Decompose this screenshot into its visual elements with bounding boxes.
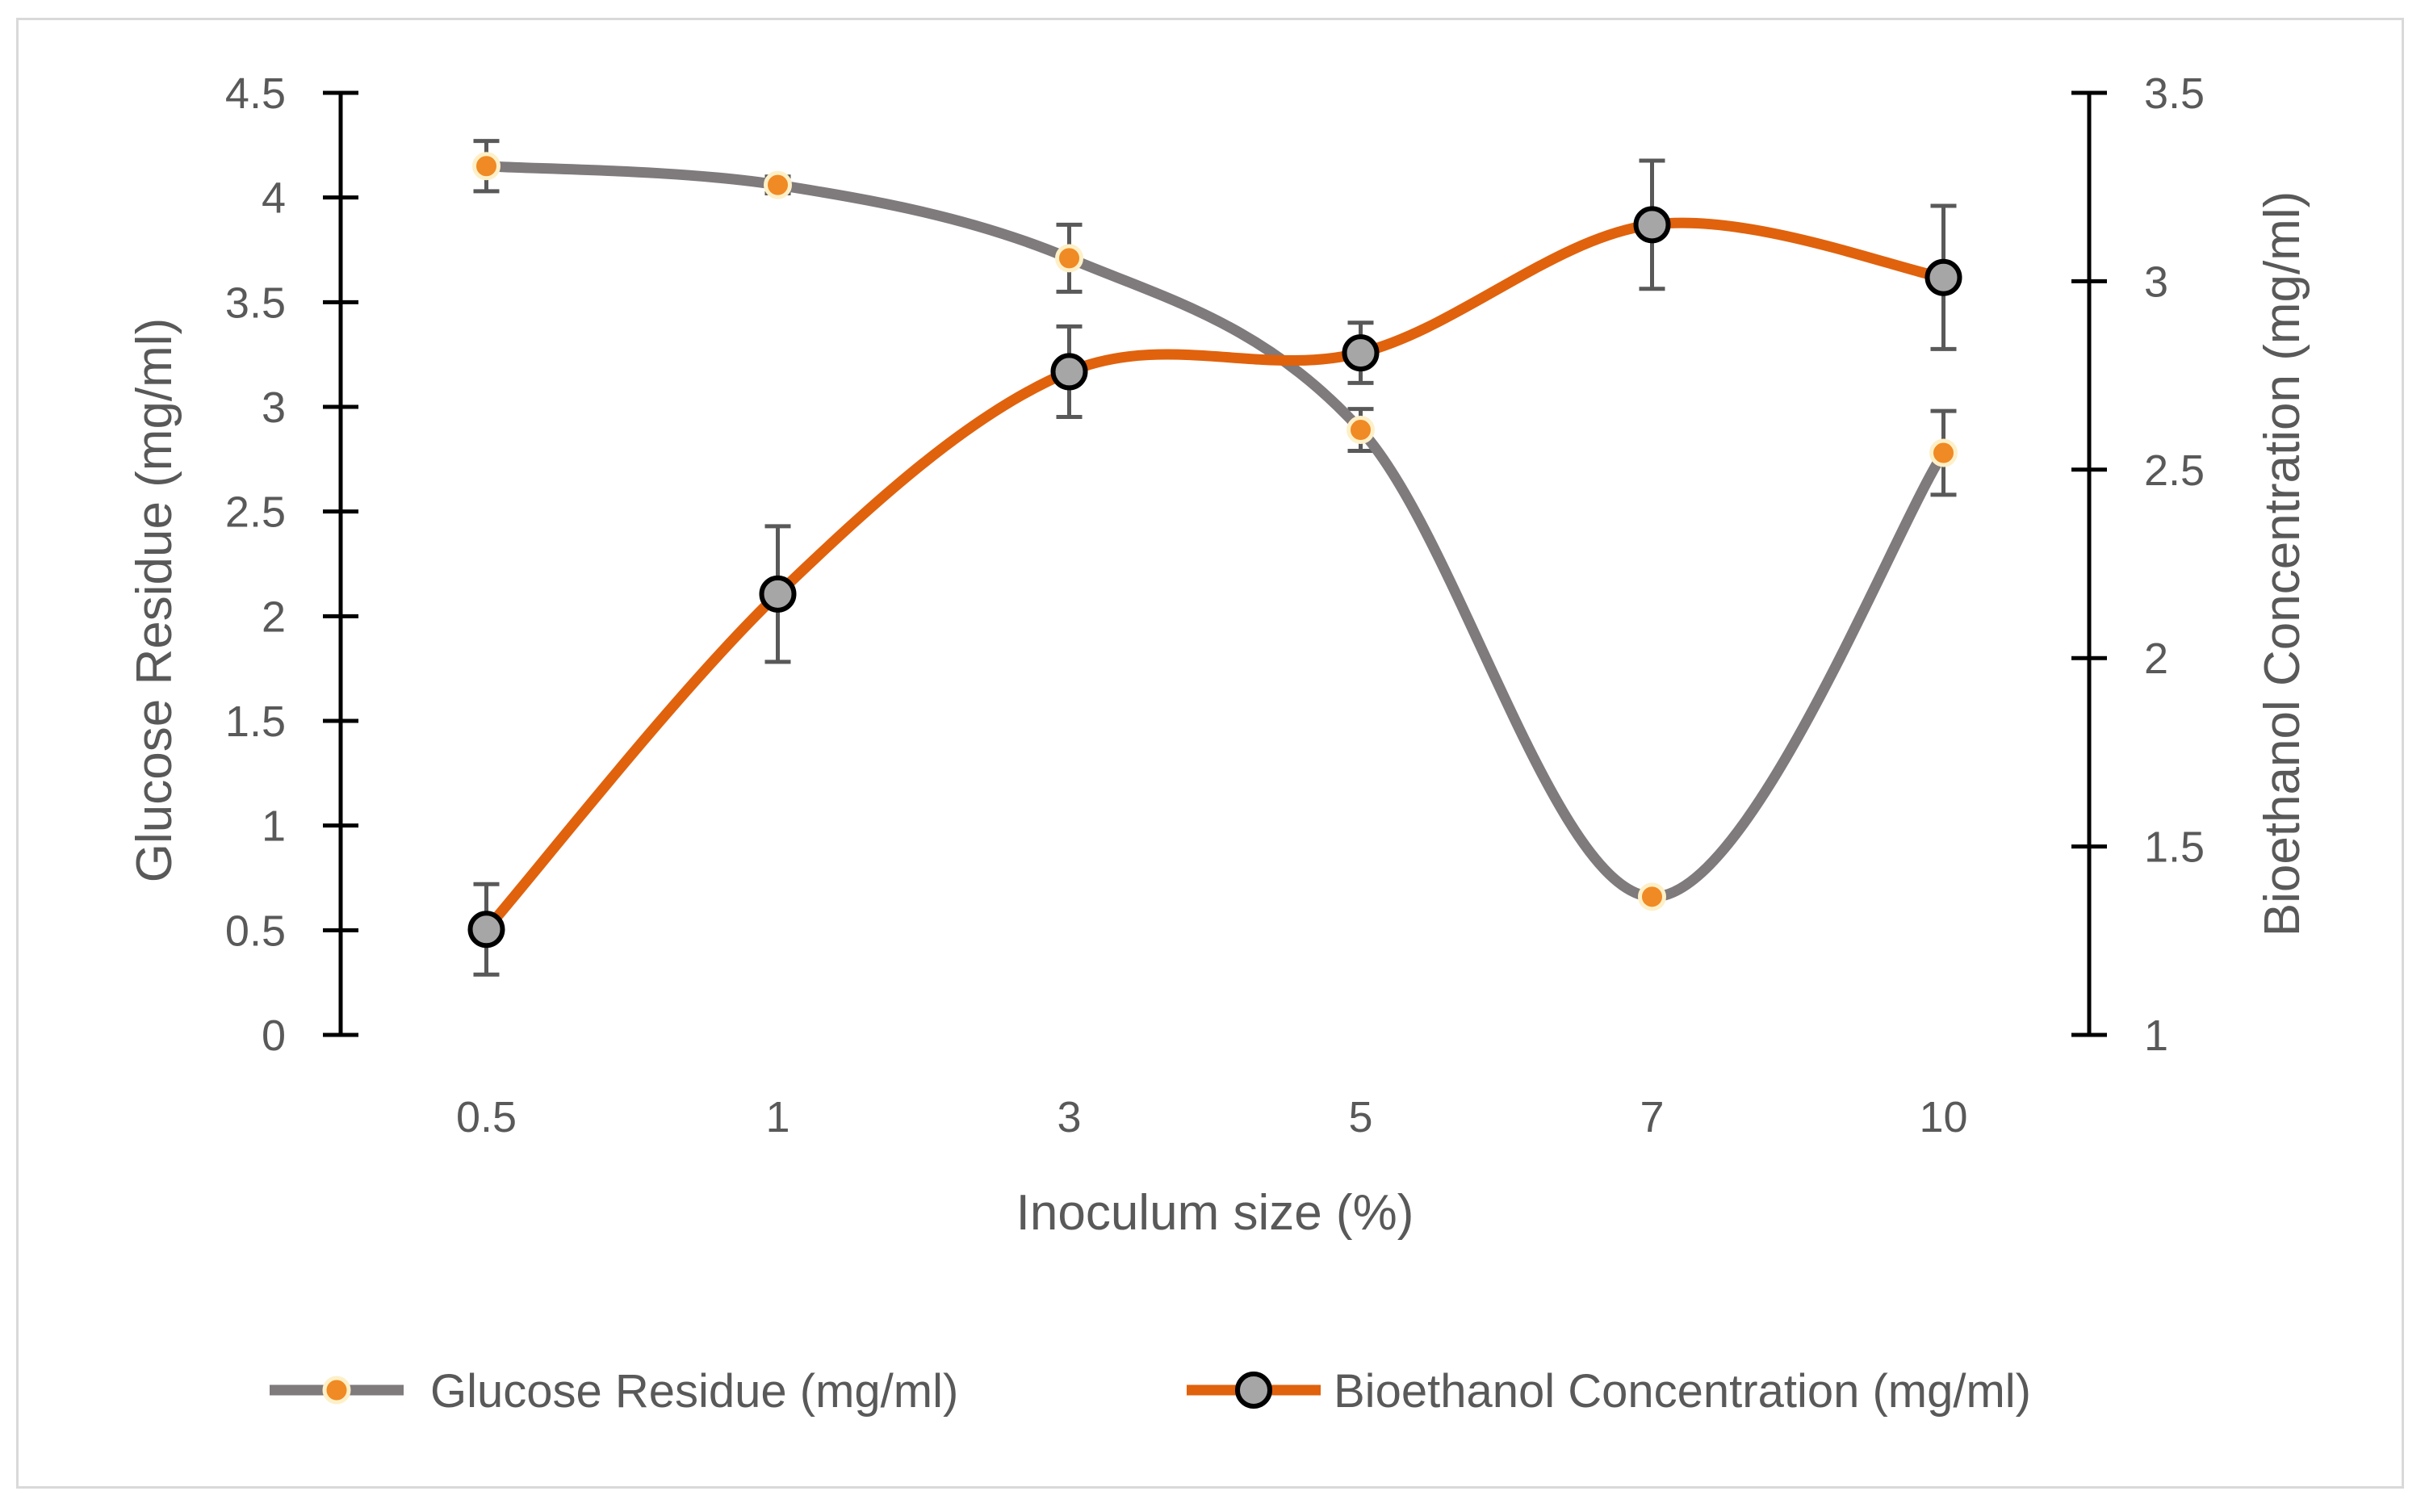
data-point-bioethanol xyxy=(1633,206,1671,244)
data-point-bioethanol xyxy=(1050,353,1088,391)
left-tick-label: 2 xyxy=(262,593,286,641)
legend: Glucose Residue (mg/ml) Bioethanol Conce… xyxy=(270,1365,2031,1418)
right-axis-title: Bioethanol Concentration (mg/ml) xyxy=(2255,191,2310,937)
data-point-glucose xyxy=(1929,438,1958,467)
left-axis-title: Glucose Residue (mg/ml) xyxy=(127,318,182,882)
data-point-bioethanol xyxy=(1342,334,1380,372)
left-tick-label: 3 xyxy=(262,383,286,432)
x-tick-label: 7 xyxy=(1640,1093,1664,1141)
right-tick-label: 1.5 xyxy=(2144,823,2205,872)
data-point-bioethanol xyxy=(467,911,505,949)
markers xyxy=(467,152,1962,949)
x-tick-label: 10 xyxy=(1919,1093,1967,1141)
x-axis-title: Inoculum size (%) xyxy=(1016,1185,1414,1241)
legend-label-glucose: Glucose Residue (mg/ml) xyxy=(430,1365,958,1418)
data-point-glucose xyxy=(764,170,792,199)
data-point-bioethanol xyxy=(759,575,797,613)
right-tick-label: 3 xyxy=(2144,258,2168,306)
left-tick-label: 0 xyxy=(262,1011,286,1060)
left-tick-label: 3.5 xyxy=(225,279,286,327)
right-tick-label: 1 xyxy=(2144,1011,2168,1060)
x-tick-label: 1 xyxy=(765,1093,789,1141)
x-tick-label: 0.5 xyxy=(456,1093,517,1141)
left-tick-label: 1 xyxy=(262,802,286,851)
left-tick-label: 0.5 xyxy=(225,907,286,955)
legend-marker-glucose xyxy=(322,1376,351,1405)
data-point-glucose xyxy=(472,152,500,181)
series-lines xyxy=(481,161,1949,935)
legend-label-bioethanol: Bioethanol Concentration (mg/ml) xyxy=(1334,1365,2031,1418)
axes: 0 0.5 1 1.5 2 2.5 3 3.5 4 4.5 1 1.5 2 2.5 3 3.5 0.5 1 3 5 7 1… xyxy=(225,69,2205,1141)
error-bars xyxy=(473,139,1957,977)
right-tick-label: 2 xyxy=(2144,635,2168,683)
legend-item-glucose[interactable]: Glucose Residue (mg/ml) xyxy=(270,1365,958,1418)
legend-item-bioethanol[interactable]: Bioethanol Concentration (mg/ml) xyxy=(1187,1365,2031,1418)
data-point-glucose xyxy=(1347,416,1375,445)
left-tick-label: 4 xyxy=(262,174,286,223)
left-tick-label: 2.5 xyxy=(225,488,286,537)
x-tick-label: 5 xyxy=(1348,1093,1372,1141)
x-tick-label: 3 xyxy=(1057,1093,1081,1141)
data-point-glucose xyxy=(1638,882,1666,911)
left-tick-label: 1.5 xyxy=(225,697,286,746)
left-tick-label: 4.5 xyxy=(225,69,286,118)
legend-marker-bioethanol xyxy=(1235,1372,1272,1409)
right-tick-label: 2.5 xyxy=(2144,446,2205,495)
data-point-glucose xyxy=(1055,244,1083,273)
series-line-glucose xyxy=(481,161,1949,903)
series-line-bioethanol xyxy=(481,217,1949,935)
right-tick-label: 3.5 xyxy=(2144,69,2205,118)
data-point-bioethanol xyxy=(1925,258,1962,296)
chart-frame xyxy=(16,18,2404,1489)
